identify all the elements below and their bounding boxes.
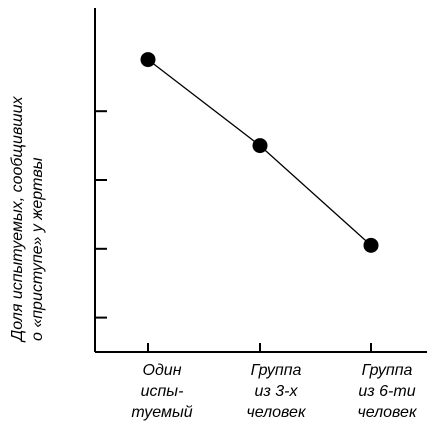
x-tick-label-2-line-2: человек bbox=[357, 404, 417, 421]
data-point-1 bbox=[252, 138, 268, 154]
x-tick-label-2-line-0: Группа bbox=[362, 362, 413, 379]
y-ticks bbox=[95, 110, 107, 319]
x-tick-label-0-line-0: Один bbox=[143, 362, 182, 379]
x-tick-label-1-line-0: Группа bbox=[251, 362, 302, 379]
x-tick-label-2-line-1: из 6-ти bbox=[358, 383, 415, 400]
x-tick-labels: Один испы-туемый Группа из 3-х человек Группа… bbox=[131, 362, 418, 421]
y-axis-label-line-2: о «приступе» у жертвы bbox=[29, 157, 46, 341]
y-axis-label-line-1: Доля испытуемых, сообщивших bbox=[9, 96, 26, 343]
x-tick-label-0-line-1: испы- bbox=[141, 383, 184, 400]
series bbox=[140, 52, 379, 253]
x-ticks bbox=[147, 343, 372, 352]
x-tick-label-1-line-1: из 3-х bbox=[254, 383, 298, 400]
data-point-0 bbox=[140, 52, 156, 68]
x-tick-label-0-line-2: туемый bbox=[131, 404, 192, 421]
data-point-2 bbox=[363, 237, 379, 253]
y-axis-label: Доля испытуемых, сообщивших о «приступе»… bbox=[9, 96, 46, 343]
x-tick-label-1-line-2: человек bbox=[246, 404, 306, 421]
data-points bbox=[140, 52, 379, 253]
